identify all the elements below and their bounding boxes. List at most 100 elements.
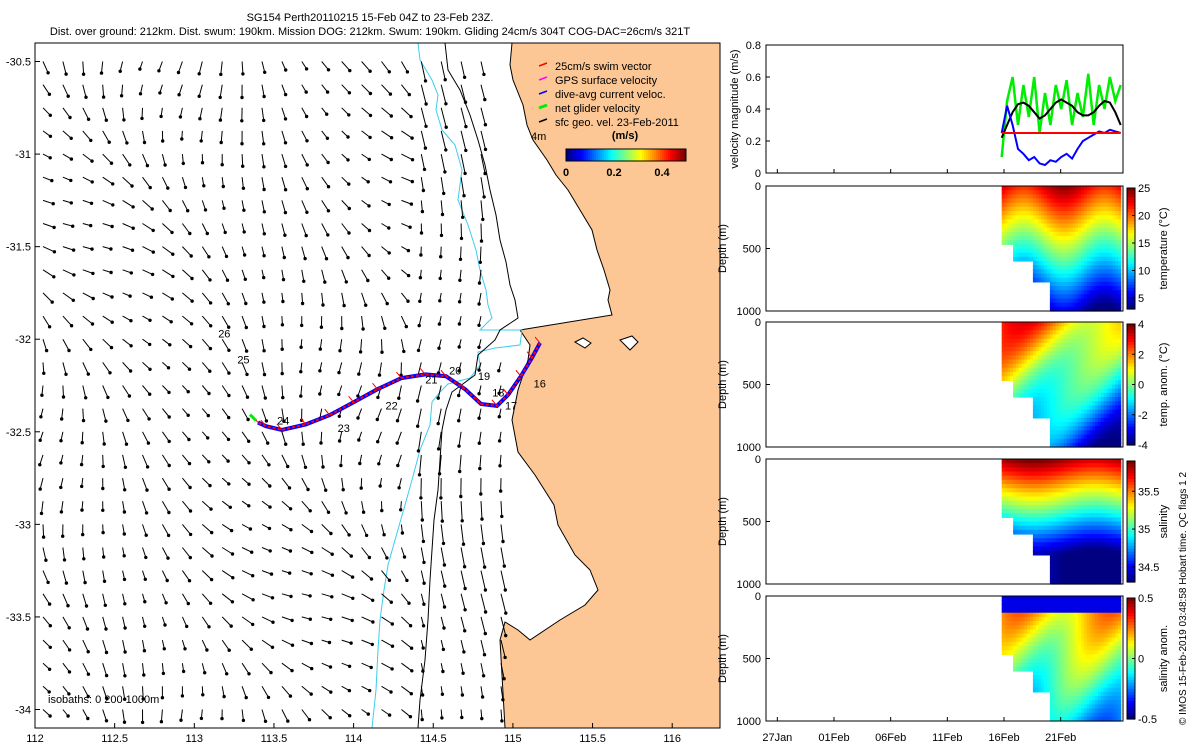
profile-cell (1032, 401, 1037, 406)
profile-cell (1112, 231, 1116, 237)
profile-cell (1075, 488, 1079, 493)
profile-cell (1098, 186, 1102, 191)
profile-cell (1013, 342, 1017, 348)
profile-cell (1049, 206, 1054, 212)
geo-velocity-vector (361, 223, 370, 231)
profile-cell (1078, 194, 1082, 200)
geo-velocity-head (209, 577, 214, 582)
geo-velocity-vector (42, 107, 51, 116)
profile-cell (1032, 219, 1037, 225)
geo-velocity-head (166, 366, 171, 370)
profile-cell (1092, 231, 1096, 237)
geo-velocity-head (47, 325, 52, 329)
profile-cell (1069, 306, 1074, 312)
profile-cell (1089, 273, 1093, 279)
geo-velocity-head (318, 369, 322, 373)
profile-cell (1064, 529, 1068, 535)
geo-velocity-vector (42, 199, 54, 205)
geo-velocity-head (423, 146, 428, 150)
profile-cell (1083, 413, 1088, 419)
profile-cell (1109, 542, 1113, 548)
geo-velocity-head (338, 349, 342, 353)
geo-velocity-head (186, 390, 190, 394)
profile-cell (1106, 286, 1110, 291)
geo-velocity-head (227, 482, 231, 486)
profile-cell (1038, 534, 1042, 539)
profile-cell (1055, 388, 1059, 394)
profile-cell (1086, 500, 1091, 506)
geo-velocity-head (402, 349, 406, 354)
profile-cell (1106, 413, 1110, 419)
profile-cell (1072, 302, 1076, 308)
profile-cell (1109, 430, 1113, 436)
profile-cell (1058, 194, 1062, 200)
profile-cell (1066, 471, 1071, 477)
geo-velocity-vector (301, 200, 308, 213)
geo-velocity-head (240, 142, 244, 146)
profile-cell (1078, 579, 1082, 585)
profile-cell (1075, 463, 1079, 468)
profile-cell (1086, 397, 1091, 402)
profile-cell (1081, 302, 1085, 308)
geo-velocity-vector (398, 385, 402, 399)
profile-cell (1055, 277, 1059, 283)
profile-cell (1066, 554, 1071, 560)
geo-velocity-vector (261, 709, 266, 722)
colorbar-cell (1127, 494, 1135, 498)
geo-velocity-vector (102, 431, 105, 445)
geo-velocity-vector (460, 639, 465, 653)
profile-cell (1064, 538, 1068, 543)
profile-cell (1069, 579, 1074, 585)
profile-cell (1055, 215, 1059, 220)
profile-cell (1015, 244, 1020, 250)
profile-cell (1049, 475, 1054, 481)
profile-cell (1072, 434, 1076, 440)
geo-velocity-head (309, 572, 313, 576)
geo-velocity-vector (221, 385, 230, 396)
profile-cell (1038, 500, 1042, 506)
profile-cell (1044, 248, 1048, 254)
profile-cell (1052, 397, 1057, 402)
profile-cell (1075, 504, 1079, 510)
map-colorbar-cell (620, 149, 623, 161)
geo-velocity-head (347, 182, 351, 186)
geo-velocity-vector (122, 130, 128, 144)
colorbar-cell (1127, 218, 1135, 222)
colorbar-cell (1127, 470, 1135, 474)
profile-cell (1072, 367, 1076, 373)
profile-cell (1004, 231, 1008, 237)
geo-velocity-vector (62, 130, 72, 139)
profile-cell (1072, 273, 1076, 279)
profile-cell (1103, 413, 1108, 419)
geo-velocity-head (458, 278, 462, 282)
profile-cell (1078, 463, 1082, 468)
geo-velocity-vector (321, 454, 324, 468)
geo-velocity-head (163, 163, 167, 167)
geo-velocity-head (340, 326, 344, 331)
profile-cell (1055, 397, 1059, 402)
profile-cell (1075, 261, 1079, 266)
profile-cell (1064, 334, 1068, 340)
geo-velocity-head (458, 469, 462, 474)
profile-cell (1018, 256, 1023, 262)
profile-cell (1075, 326, 1079, 331)
profile-cell (1055, 488, 1059, 493)
colorbar-cell (1127, 275, 1135, 280)
geo-velocity-vector (417, 408, 422, 427)
profile-cell (1075, 405, 1079, 411)
geo-velocity-head (48, 714, 52, 718)
geo-velocity-head (337, 370, 341, 375)
profile-cell (1078, 223, 1082, 229)
profile-cell (1047, 538, 1051, 543)
profile-cell (1072, 342, 1076, 348)
profile-cell (1038, 372, 1042, 377)
profile-cell (1038, 236, 1042, 241)
profile-cell (1083, 430, 1088, 436)
profile-cell (1086, 227, 1091, 233)
geo-velocity-vector (261, 61, 266, 73)
map-colorbar-cell (608, 149, 611, 161)
geo-velocity-head (71, 298, 76, 302)
profile-cell (1103, 219, 1108, 225)
geo-velocity-head (167, 390, 171, 395)
colorbar-cell (1127, 435, 1135, 440)
